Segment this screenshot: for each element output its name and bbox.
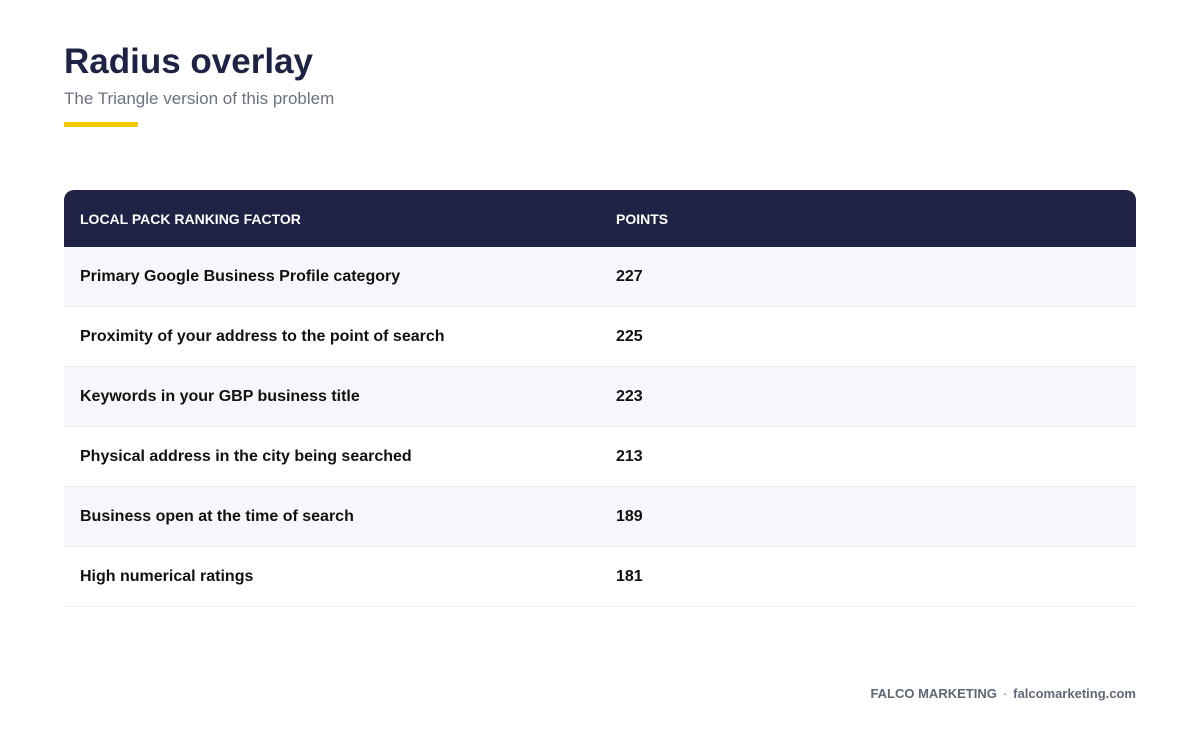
footer-credit: FALCO MARKETING · falcomarketing.com bbox=[870, 686, 1136, 701]
table-row: High numerical ratings 181 bbox=[64, 547, 1136, 607]
points-cell: 181 bbox=[616, 567, 643, 585]
accent-underline bbox=[64, 122, 138, 127]
factor-cell: High numerical ratings bbox=[80, 567, 254, 585]
table-row: Business open at the time of search 189 bbox=[64, 487, 1136, 547]
page-header: Radius overlay The Triangle version of t… bbox=[64, 40, 334, 127]
points-cell: 213 bbox=[616, 447, 643, 465]
page-title: Radius overlay bbox=[64, 42, 313, 81]
footer-separator: · bbox=[1002, 686, 1008, 701]
footer-website: falcomarketing.com bbox=[1013, 686, 1136, 701]
points-cell: 189 bbox=[616, 507, 643, 525]
factor-cell: Proximity of your address to the point o… bbox=[80, 327, 445, 345]
table-body: Primary Google Business Profile category… bbox=[64, 247, 1136, 607]
table-row: Proximity of your address to the point o… bbox=[64, 307, 1136, 367]
column-header-points: POINTS bbox=[616, 210, 669, 227]
column-header-factor: LOCAL PACK RANKING FACTOR bbox=[80, 210, 301, 227]
factor-cell: Primary Google Business Profile category bbox=[80, 267, 401, 285]
footer-brand: FALCO MARKETING bbox=[870, 686, 997, 701]
table-row: Keywords in your GBP business title 223 bbox=[64, 367, 1136, 427]
page-subtitle: The Triangle version of this problem bbox=[64, 89, 335, 108]
points-cell: 223 bbox=[616, 387, 643, 405]
points-cell: 225 bbox=[616, 327, 643, 345]
table-header: LOCAL PACK RANKING FACTOR POINTS bbox=[64, 190, 1136, 247]
table-row: Physical address in the city being searc… bbox=[64, 427, 1136, 487]
factor-cell: Keywords in your GBP business title bbox=[80, 387, 360, 405]
factor-cell: Physical address in the city being searc… bbox=[80, 447, 412, 465]
ranking-factors-table: LOCAL PACK RANKING FACTOR POINTS Primary… bbox=[64, 190, 1136, 607]
table-row: Primary Google Business Profile category… bbox=[64, 247, 1136, 307]
points-cell: 227 bbox=[616, 267, 643, 285]
factor-cell: Business open at the time of search bbox=[80, 507, 354, 525]
